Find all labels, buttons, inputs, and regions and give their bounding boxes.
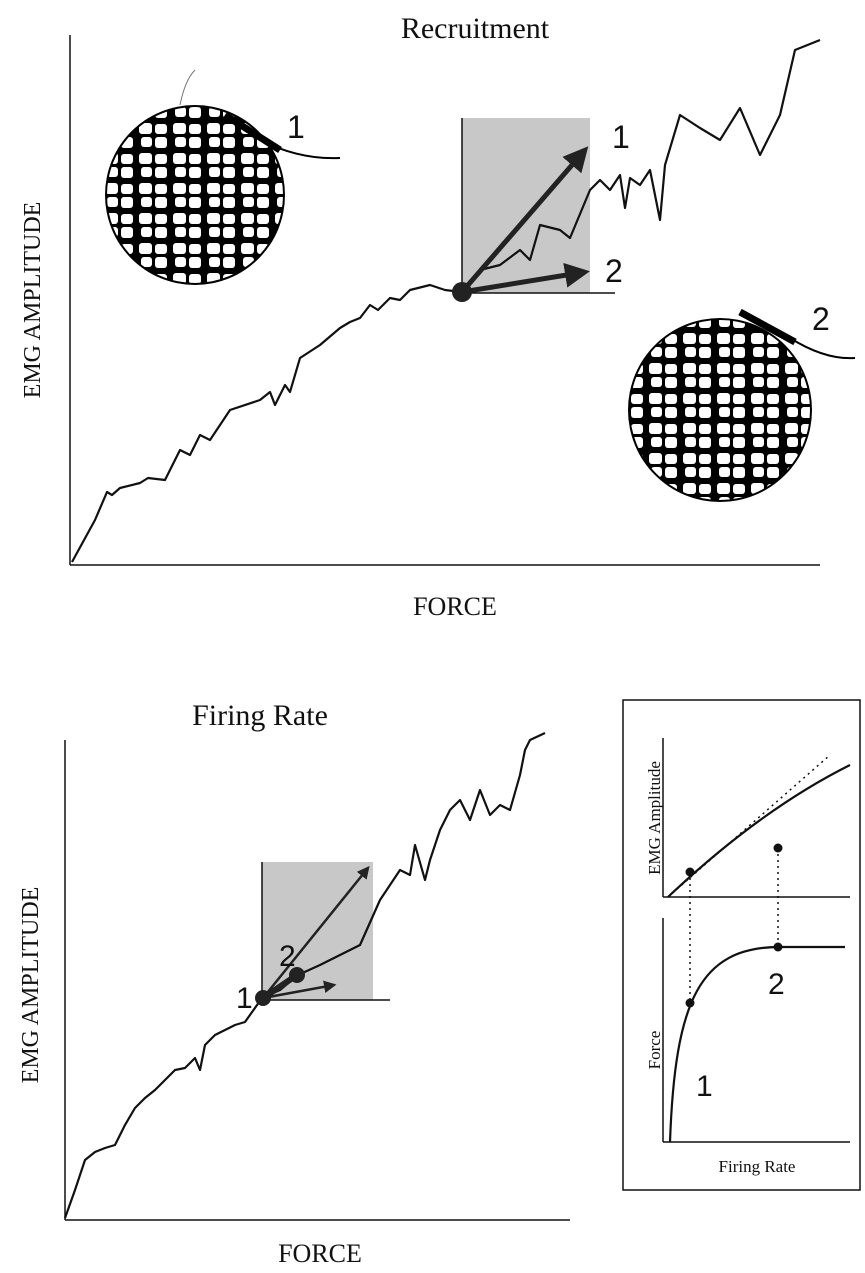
inset-frame: [622, 699, 861, 1191]
vector-label: 2: [605, 253, 623, 289]
point: [773, 942, 783, 952]
electrode-wire: [789, 337, 856, 360]
electrode-label: 1: [287, 109, 305, 145]
y-axis-label: EMG AMPLITUDE: [18, 887, 44, 1084]
electrode: [738, 308, 797, 346]
x-axis-label: FORCE: [278, 1239, 362, 1268]
wire: [179, 69, 196, 106]
point: [685, 998, 695, 1008]
point: [685, 867, 695, 877]
point: [452, 282, 472, 302]
vector-arrow: [262, 980, 337, 1000]
point: [255, 990, 271, 1006]
y-axis-label: Force: [645, 1031, 664, 1070]
point-label: 1: [236, 982, 253, 1015]
point-label: 2: [768, 968, 785, 1001]
x-axis-label: FORCE: [413, 592, 497, 621]
vector-arrow: [262, 866, 370, 999]
electrode-wire: [259, 139, 341, 160]
panel-title: Firing Rate: [192, 699, 328, 732]
emg-force-curve: [71, 38, 821, 563]
vector-arrow: [461, 262, 590, 295]
vector-label: 1: [612, 119, 630, 155]
electrode-label: 2: [812, 301, 830, 337]
muscle-fibers: [630, 320, 810, 500]
force-curve: [668, 945, 845, 1143]
point-label: 1: [696, 1070, 713, 1103]
point-label: 2: [279, 940, 296, 973]
y-axis-label: EMG Amplitude: [645, 761, 664, 875]
y-axis-label: EMG AMPLITUDE: [20, 202, 46, 399]
point: [289, 967, 305, 983]
panel-title: Recruitment: [401, 12, 550, 45]
emg-curve: [667, 764, 851, 898]
muscle-fibers: [107, 107, 283, 283]
point: [773, 843, 783, 853]
x-axis-label: Firing Rate: [719, 1157, 796, 1176]
vector-arrow: [460, 146, 589, 294]
